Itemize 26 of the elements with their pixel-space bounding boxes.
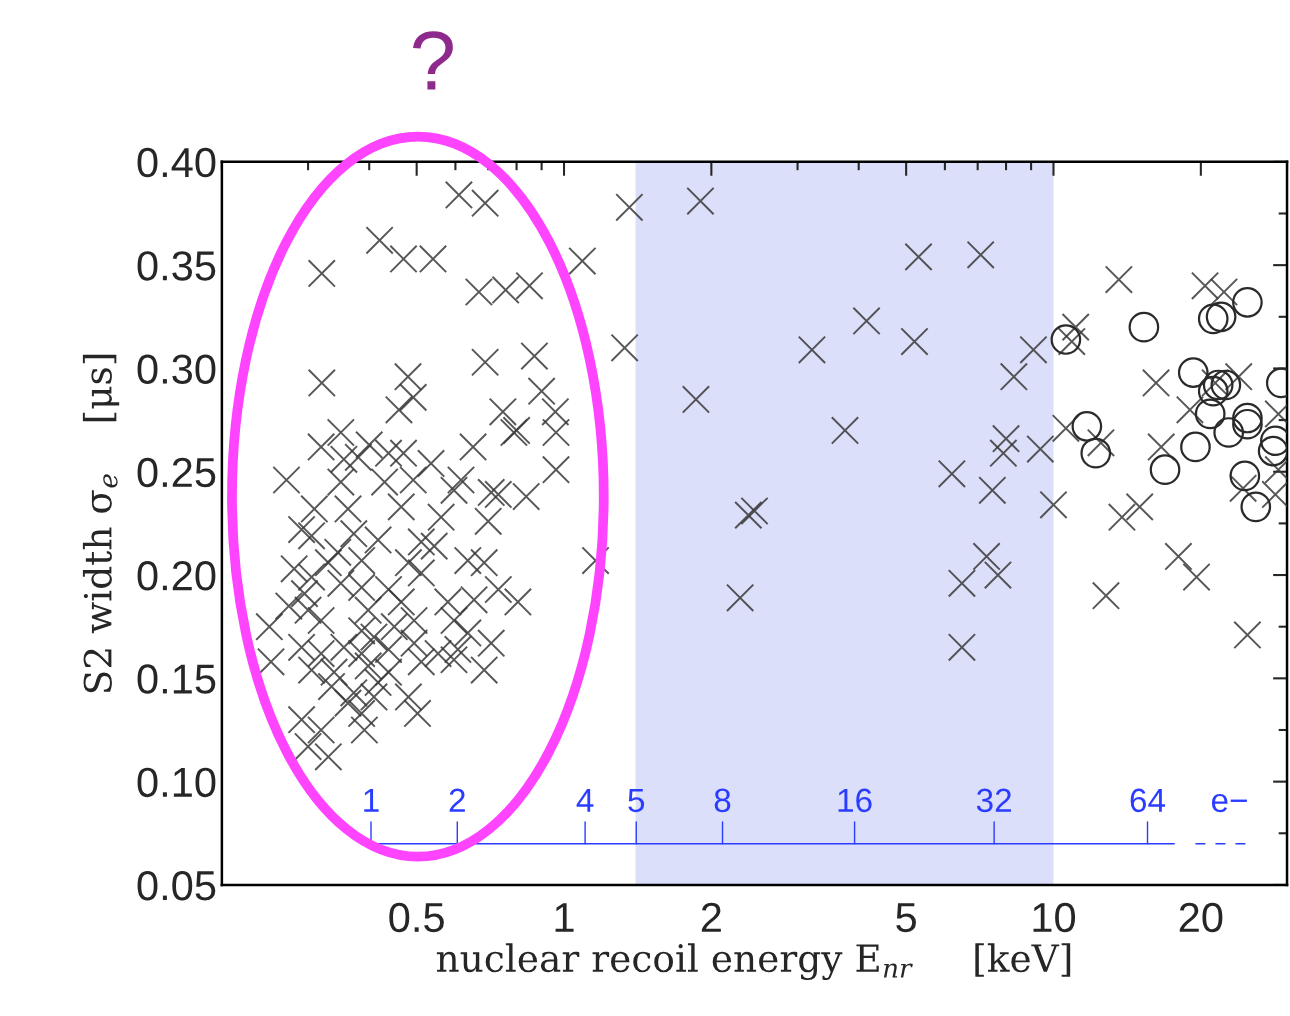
- y-tick-label: 0.25: [137, 457, 216, 488]
- x-tick-label: 5: [896, 903, 916, 933]
- annotation: 1: [364, 788, 379, 812]
- text: ?: [413, 31, 453, 90]
- y-tick-label: 0.10: [137, 767, 216, 798]
- y-tick-label: 0.35: [137, 251, 216, 281]
- annotation: e−: [1211, 793, 1247, 813]
- x-tick-label: 1: [555, 903, 574, 932]
- y-tick-label: 0.15: [137, 664, 216, 694]
- y-tick-label: 0.30: [137, 354, 216, 384]
- annotation: 16: [838, 788, 872, 813]
- annotation: 4: [576, 788, 594, 812]
- x-tick-label: 20: [1179, 902, 1223, 933]
- y-tick-label: 0.05: [137, 870, 216, 901]
- annotation: 32: [976, 788, 1011, 813]
- annotation: 5: [628, 788, 645, 813]
- y-tick-label: 0.40: [137, 147, 216, 178]
- text: S2 width σ$_{e}$ [μs]: [82, 354, 120, 693]
- annotation: 64: [1130, 788, 1166, 813]
- x-tick-label: 2: [701, 902, 721, 932]
- y-tick-label: 0.20: [137, 561, 216, 591]
- x-tick-label: 0.5: [389, 902, 444, 933]
- x-tick-label: 10: [1033, 902, 1076, 933]
- annotation: 8: [714, 788, 731, 813]
- text: nuclear recoil energy E$_{nr}$ [keV]: [436, 943, 1071, 981]
- annotation: 2: [449, 788, 465, 812]
